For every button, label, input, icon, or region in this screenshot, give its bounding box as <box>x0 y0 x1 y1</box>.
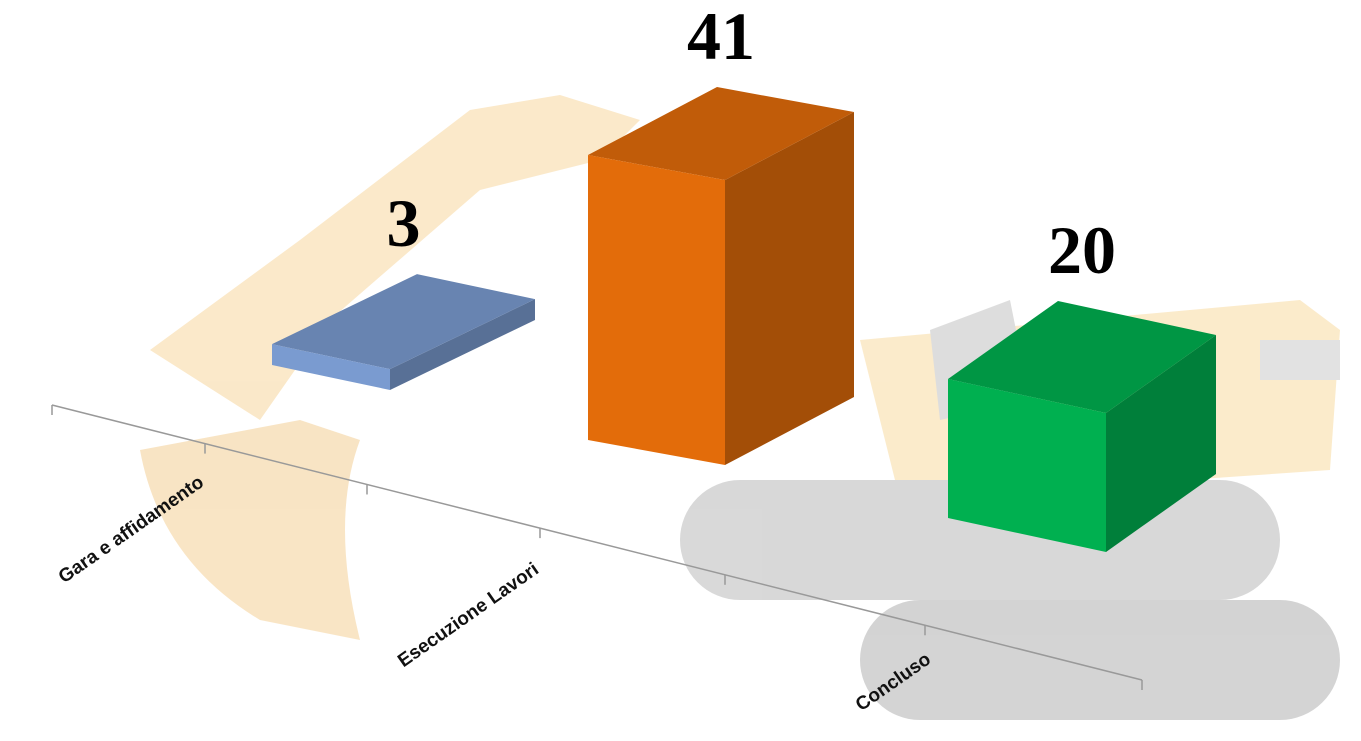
bar-side <box>1106 335 1216 552</box>
bar-front <box>588 155 725 466</box>
bar-front <box>272 344 390 390</box>
bar-top <box>272 274 535 370</box>
bar-front <box>948 379 1106 552</box>
bar <box>272 274 535 390</box>
bar <box>948 301 1216 552</box>
bar-side <box>725 112 854 466</box>
category-label: Esecuzione Lavori <box>394 559 543 672</box>
bar <box>588 87 854 466</box>
value-label: 41 <box>687 0 755 74</box>
category-axis <box>51 404 1143 690</box>
bar-side <box>390 299 535 390</box>
value-label: 20 <box>1048 212 1116 288</box>
bar-top <box>948 301 1216 413</box>
bar-top <box>588 87 854 181</box>
value-label: 3 <box>387 185 421 261</box>
axis-line <box>51 404 1143 681</box>
